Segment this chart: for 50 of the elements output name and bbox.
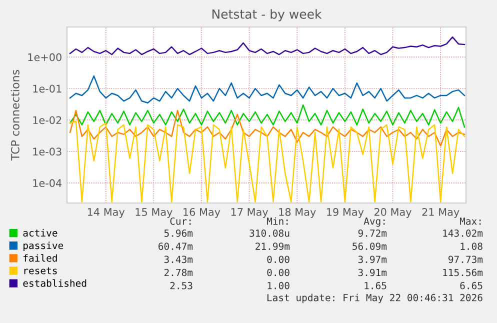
legend-label: passive [24, 242, 64, 252]
legend-label: failed [24, 254, 57, 262]
text: 310.08u [250, 229, 290, 237]
text: 0.00 [267, 256, 290, 264]
x-tick-label: 15 May [136, 208, 172, 218]
y-tick-label: 1e-02 [33, 116, 62, 124]
y-axis-title: TCP connections [10, 70, 20, 161]
text: 0.00 [267, 268, 290, 276]
text: Last update: Fri May 22 00:46:31 2026 [267, 294, 482, 304]
text: 3.91m [358, 268, 387, 276]
x-tick-label: 17 May [231, 208, 268, 218]
text: 143.02m [443, 229, 483, 237]
line-series [69, 75, 466, 104]
x-tick-label: 14 May [88, 208, 125, 218]
text: 3.97m [358, 256, 387, 264]
y-tick-label: 1e+00 [28, 53, 62, 62]
x-tick-label: 20 May [374, 208, 412, 218]
y-tick-label: 1e-03 [33, 148, 62, 156]
y-tick-label: 1e-01 [33, 84, 62, 93]
text: 1.08 [460, 242, 482, 250]
x-tick-label: 18 May [279, 208, 316, 218]
text: Min: [266, 217, 288, 225]
line-series [69, 110, 466, 147]
text: Avg: [364, 218, 385, 227]
text: 2.78m [164, 268, 193, 276]
text: 60.47m [158, 242, 193, 250]
text: 56.09m [352, 242, 387, 250]
line-series [69, 36, 466, 56]
x-tick-label: 19 May [327, 208, 364, 218]
line-series [69, 104, 466, 128]
text: 6.65 [460, 282, 482, 290]
text: 21.99m [256, 242, 290, 250]
x-tick-label: 21 May [422, 208, 460, 218]
text: 97.73m [448, 256, 483, 264]
text: 9.72m [358, 229, 387, 237]
y-tick-label: 1e-04 [33, 179, 62, 188]
line-series [69, 120, 466, 202]
text: 115.56m [443, 268, 483, 276]
text: Cur: [170, 217, 191, 225]
text: 1.00 [268, 282, 290, 290]
chart-title: Netstat - by week [212, 9, 322, 22]
text: 1.65 [364, 282, 386, 290]
legend-label: active [23, 229, 58, 237]
text: Max: [460, 218, 481, 225]
text: 2.53 [170, 282, 192, 290]
legend-label: established [23, 279, 86, 287]
text: 5.96m [164, 229, 193, 237]
legend-label: resets [24, 267, 57, 274]
text: 3.43m [164, 256, 193, 264]
x-tick-label: 16 May [184, 208, 220, 218]
